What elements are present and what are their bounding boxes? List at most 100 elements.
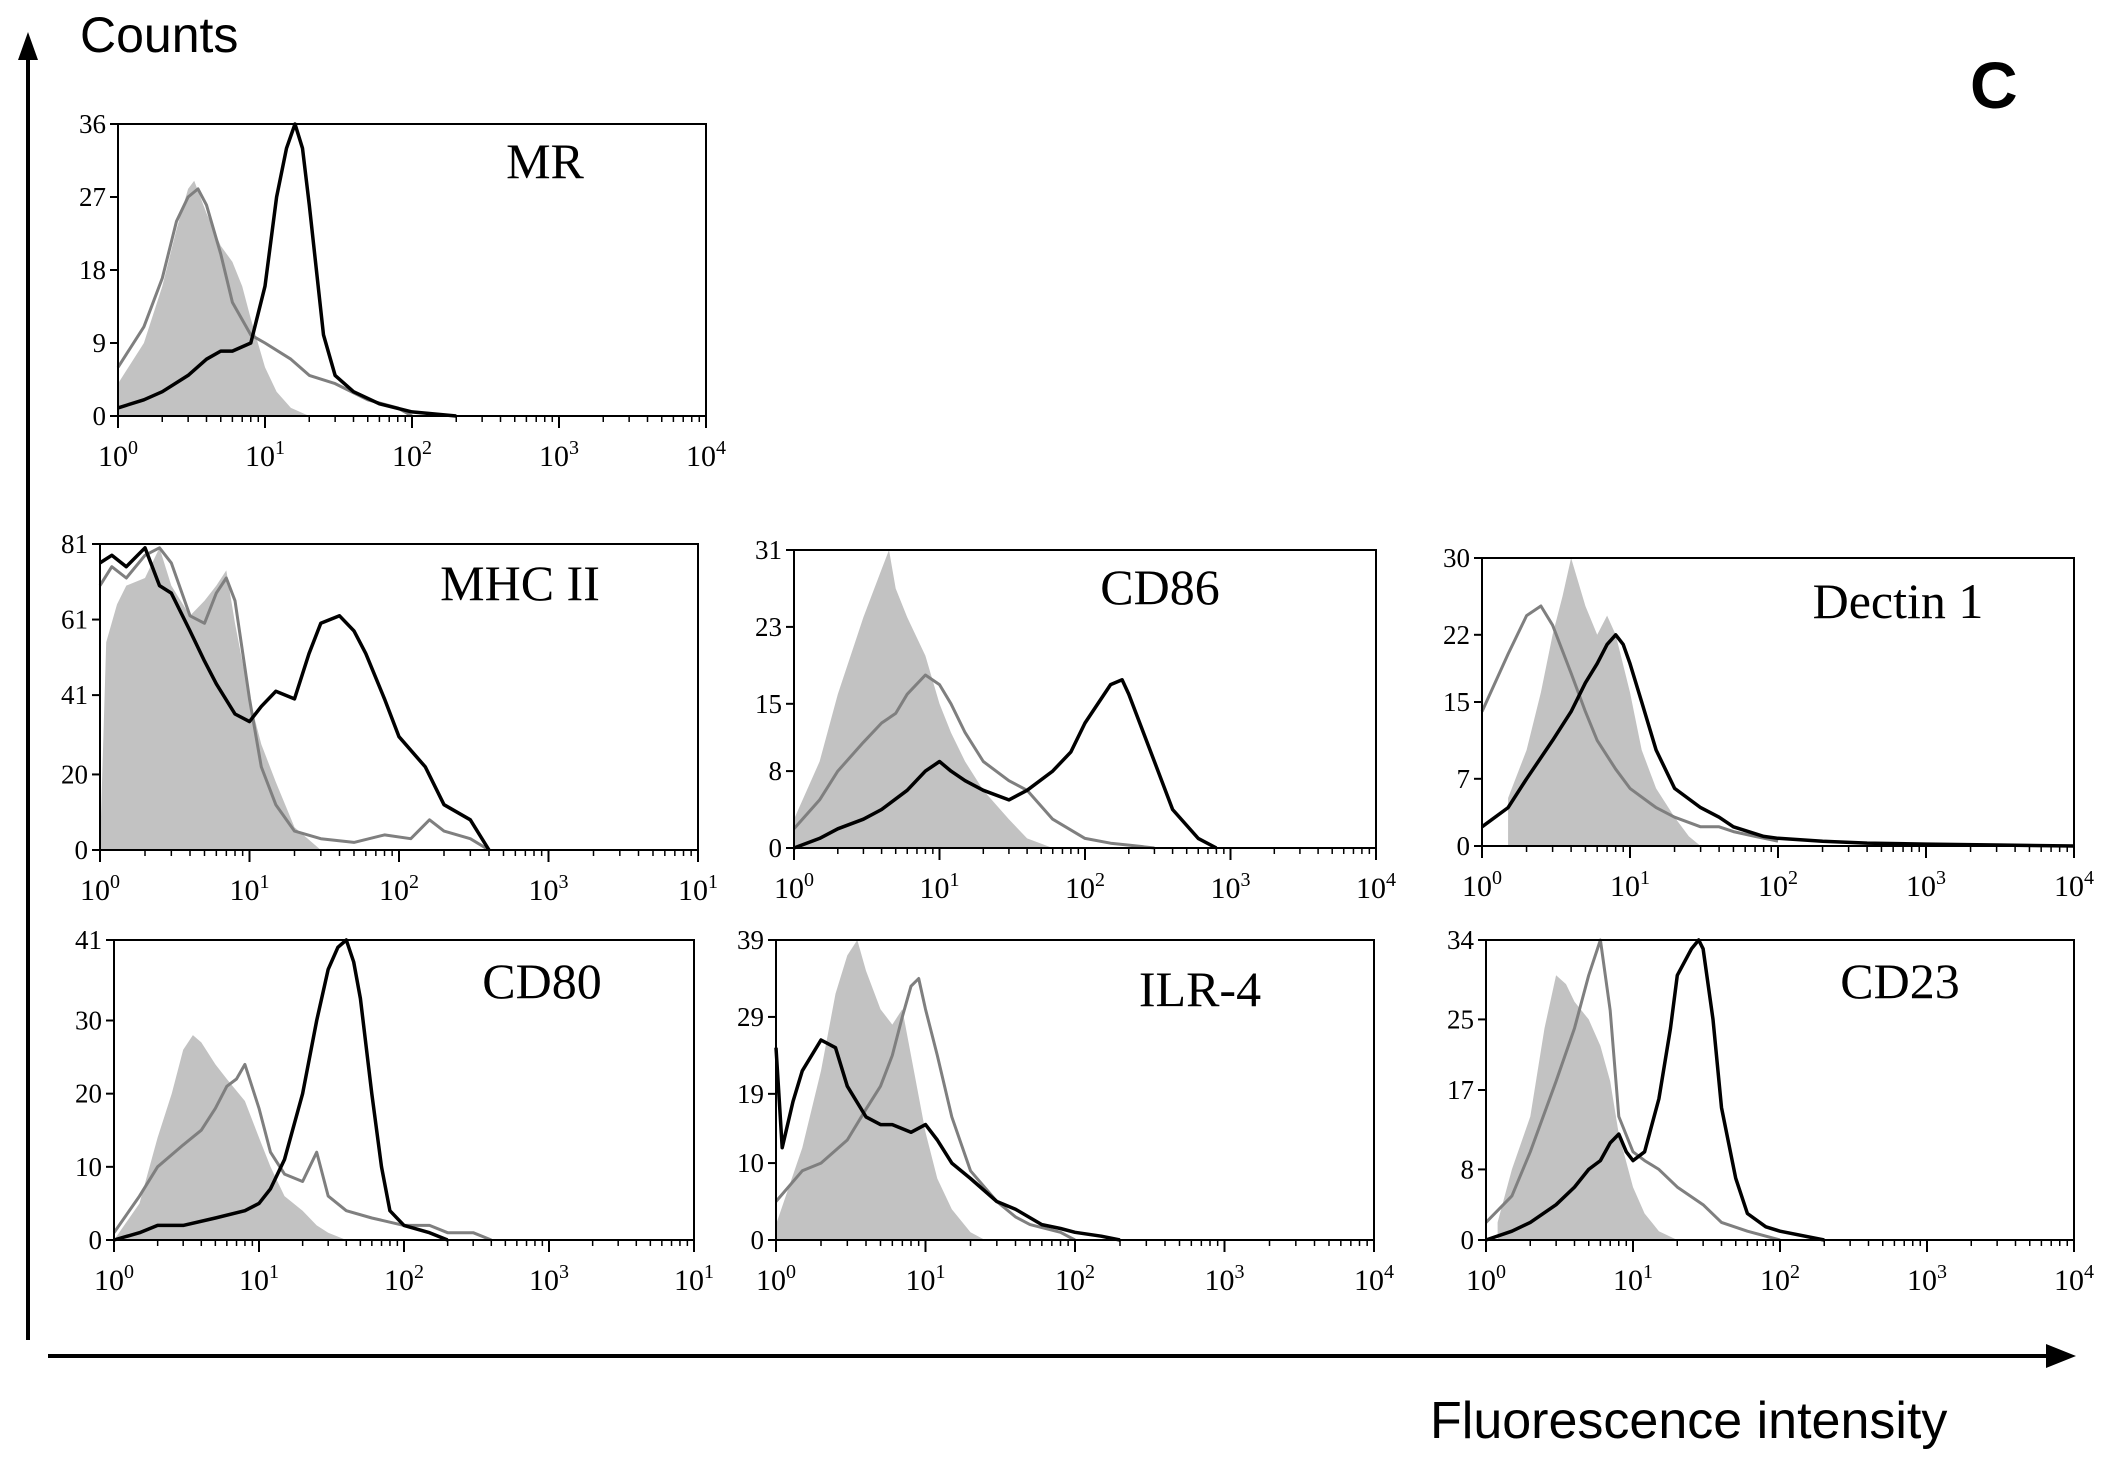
black-histogram-line	[774, 1038, 1121, 1242]
x-tick-label: 104	[2054, 867, 2094, 903]
x-tick-label: 101	[920, 869, 960, 905]
black-histogram-line	[113, 938, 449, 1242]
x-tick-label: 103	[1211, 869, 1251, 905]
x-tick-label: 101	[1610, 867, 1650, 903]
histogram-panel-mr: 0 9 18 27 36 100 101 102 103 104 MR	[79, 109, 726, 473]
x-tick-label: 100	[94, 1261, 134, 1297]
black-histogram-line	[117, 122, 457, 418]
y-tick-label: 0	[93, 401, 107, 431]
black-histogram-line	[1485, 938, 1825, 1242]
x-tick-label: 104	[1354, 1261, 1394, 1297]
x-tick-label: 104	[2054, 1261, 2094, 1297]
y-tick-label: 15	[755, 689, 782, 719]
panel-letter: C	[1970, 48, 2018, 122]
x-tick-label: 100	[1462, 867, 1502, 903]
y-tick-label: 25	[1447, 1004, 1474, 1034]
y-tick-label: 17	[1447, 1075, 1474, 1105]
x-tick-label: 100	[756, 1261, 796, 1297]
y-tick-label: 10	[737, 1148, 764, 1178]
x-tick-label: 103	[529, 1261, 569, 1297]
y-tick-label: 10	[75, 1152, 102, 1182]
y-tick-label: 36	[79, 109, 106, 139]
black-histogram-line	[1480, 633, 2075, 848]
y-tick-label: 0	[89, 1225, 103, 1255]
y-tick-label: 41	[61, 680, 88, 710]
y-tick-label: 8	[1461, 1154, 1475, 1184]
panel-title: CD86	[1100, 559, 1219, 615]
gray-histogram-line	[774, 977, 1076, 1242]
y-tick-label: 0	[1457, 831, 1471, 861]
y-tick-label: 18	[79, 255, 106, 285]
y-tick-label: 0	[75, 835, 89, 865]
y-tick-label: 0	[751, 1225, 765, 1255]
x-tick-label: 103	[529, 871, 569, 907]
x-tick-label: 101	[678, 871, 718, 907]
y-tick-label: 27	[79, 182, 106, 212]
x-tick-label: 104	[1356, 869, 1396, 905]
y-tick-label: 20	[61, 759, 88, 789]
y-tick-label: 61	[61, 605, 88, 635]
black-histogram-line	[99, 546, 491, 851]
panel-title: CD23	[1840, 953, 1959, 1009]
gray-histogram-line	[112, 1062, 492, 1242]
histogram-panel-ilr-4: 0 10 19 29 39 100 101 102 103 104 ILR-4	[737, 925, 1394, 1297]
x-tick-label: 101	[245, 437, 285, 473]
black-histogram-line	[793, 678, 1218, 850]
y-tick-label: 9	[93, 328, 107, 358]
x-tick-label: 102	[1065, 869, 1105, 905]
gray-histogram-line	[98, 546, 490, 852]
gray-histogram-line	[1480, 604, 1779, 843]
x-tick-label: 101	[1613, 1261, 1653, 1297]
x-tick-label: 102	[384, 1261, 424, 1297]
x-tick-label: 101	[239, 1261, 279, 1297]
gray-histogram-line	[792, 673, 1155, 850]
panel-title: CD80	[482, 953, 601, 1009]
x-tick-label: 100	[774, 869, 814, 905]
x-tick-label: 101	[674, 1261, 714, 1297]
x-tick-label: 100	[1466, 1261, 1506, 1297]
y-tick-label: 34	[1447, 925, 1475, 955]
x-tick-label: 102	[1760, 1261, 1800, 1297]
x-tick-label: 101	[906, 1261, 946, 1297]
panel-title: Dectin 1	[1813, 573, 1984, 629]
isotype-histogram-fill	[118, 180, 310, 416]
y-tick-label: 31	[755, 535, 782, 565]
y-tick-label: 20	[75, 1079, 102, 1109]
x-tick-label: 102	[379, 871, 419, 907]
y-tick-label: 41	[75, 925, 102, 955]
y-tick-label: 23	[755, 612, 782, 642]
isotype-histogram-fill	[100, 547, 321, 850]
x-tick-label: 103	[1907, 1261, 1947, 1297]
y-tick-label: 29	[737, 1002, 764, 1032]
gray-histogram-line	[1484, 938, 1781, 1242]
isotype-histogram-fill	[1497, 975, 1692, 1240]
y-tick-label: 30	[1443, 543, 1470, 573]
y-tick-label: 19	[737, 1079, 764, 1109]
global-y-arrowhead-icon	[18, 32, 38, 60]
y-tick-label: 7	[1457, 764, 1471, 794]
global-x-arrowhead-icon	[2046, 1344, 2076, 1368]
y-tick-label: 15	[1443, 687, 1470, 717]
panel-title: MR	[506, 133, 584, 189]
y-tick-label: 81	[61, 529, 88, 559]
isotype-histogram-fill	[1508, 558, 1701, 846]
x-tick-label: 102	[392, 437, 432, 473]
isotype-histogram-fill	[794, 550, 1053, 848]
x-tick-label: 102	[1758, 867, 1798, 903]
y-axis-label: Counts	[80, 7, 238, 63]
panel-title: ILR-4	[1139, 961, 1261, 1017]
x-tick-label: 100	[80, 871, 120, 907]
histogram-panel-cd23: 0 8 17 25 34 100 101 102 103 104 CD23	[1447, 925, 2094, 1297]
x-axis-label: Fluorescence intensity	[1430, 1392, 1947, 1450]
isotype-histogram-fill	[776, 940, 985, 1240]
x-tick-label: 104	[686, 437, 726, 473]
y-tick-label: 22	[1443, 620, 1470, 650]
histogram-panel-cd86: 0 8 15 23 31 100 101 102 103 104 CD86	[755, 535, 1396, 905]
x-tick-label: 103	[1906, 867, 1946, 903]
x-tick-label: 103	[539, 437, 579, 473]
x-tick-label: 100	[98, 437, 138, 473]
panel-title: MHC II	[440, 555, 600, 611]
y-tick-label: 8	[769, 756, 783, 786]
